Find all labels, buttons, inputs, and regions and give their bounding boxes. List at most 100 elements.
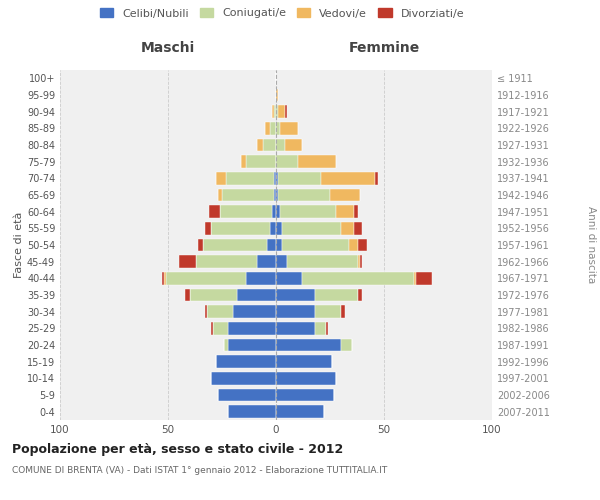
- Text: COMUNE DI BRENTA (VA) - Dati ISTAT 1° gennaio 2012 - Elaborazione TUTTITALIA.IT: COMUNE DI BRENTA (VA) - Dati ISTAT 1° ge…: [12, 466, 387, 475]
- Bar: [265, 122, 269, 134]
- Bar: [302, 272, 414, 284]
- Bar: [198, 239, 203, 251]
- Bar: [276, 222, 283, 234]
- Bar: [233, 306, 276, 318]
- Bar: [280, 206, 337, 218]
- Bar: [205, 222, 211, 234]
- Bar: [276, 389, 334, 401]
- Bar: [274, 172, 276, 184]
- Bar: [263, 138, 276, 151]
- Bar: [224, 339, 229, 351]
- Bar: [278, 106, 284, 118]
- Bar: [220, 206, 272, 218]
- Bar: [269, 222, 276, 234]
- Bar: [276, 172, 278, 184]
- Bar: [211, 372, 276, 384]
- Bar: [237, 289, 276, 301]
- Bar: [354, 206, 358, 218]
- Bar: [276, 356, 332, 368]
- Bar: [207, 306, 233, 318]
- Bar: [222, 188, 274, 201]
- Bar: [360, 256, 362, 268]
- Bar: [215, 356, 276, 368]
- Bar: [229, 406, 276, 418]
- Bar: [326, 322, 328, 334]
- Bar: [315, 322, 326, 334]
- Bar: [209, 206, 220, 218]
- Bar: [268, 239, 276, 251]
- Bar: [283, 239, 349, 251]
- Bar: [341, 306, 345, 318]
- Bar: [358, 289, 362, 301]
- Bar: [274, 106, 276, 118]
- Bar: [315, 289, 358, 301]
- Bar: [257, 138, 263, 151]
- Bar: [354, 222, 362, 234]
- Bar: [376, 172, 377, 184]
- Bar: [218, 389, 276, 401]
- Bar: [341, 339, 352, 351]
- Bar: [278, 172, 322, 184]
- Bar: [272, 206, 276, 218]
- Bar: [276, 372, 337, 384]
- Bar: [272, 106, 274, 118]
- Bar: [276, 339, 341, 351]
- Bar: [276, 206, 280, 218]
- Bar: [246, 156, 276, 168]
- Bar: [416, 272, 431, 284]
- Text: Popolazione per età, sesso e stato civile - 2012: Popolazione per età, sesso e stato civil…: [12, 442, 343, 456]
- Text: Femmine: Femmine: [349, 41, 419, 55]
- Bar: [337, 206, 354, 218]
- Bar: [349, 239, 358, 251]
- Bar: [218, 188, 222, 201]
- Bar: [257, 256, 276, 268]
- Bar: [211, 322, 214, 334]
- Bar: [246, 272, 276, 284]
- Bar: [214, 322, 229, 334]
- Bar: [280, 122, 298, 134]
- Legend: Celibi/Nubili, Coniugati/e, Vedovi/e, Divorziati/e: Celibi/Nubili, Coniugati/e, Vedovi/e, Di…: [100, 8, 464, 18]
- Bar: [276, 106, 278, 118]
- Bar: [241, 156, 246, 168]
- Bar: [276, 322, 315, 334]
- Bar: [229, 339, 276, 351]
- Bar: [190, 289, 237, 301]
- Bar: [276, 122, 280, 134]
- Bar: [166, 272, 246, 284]
- Bar: [276, 289, 315, 301]
- Bar: [341, 222, 354, 234]
- Bar: [315, 306, 341, 318]
- Bar: [358, 239, 367, 251]
- Bar: [226, 172, 274, 184]
- Bar: [330, 188, 360, 201]
- Bar: [298, 156, 337, 168]
- Bar: [211, 222, 269, 234]
- Bar: [276, 306, 315, 318]
- Bar: [276, 188, 278, 201]
- Bar: [276, 156, 298, 168]
- Text: Maschi: Maschi: [141, 41, 195, 55]
- Bar: [276, 256, 287, 268]
- Bar: [284, 138, 302, 151]
- Text: Anni di nascita: Anni di nascita: [586, 206, 596, 284]
- Bar: [284, 106, 287, 118]
- Bar: [185, 289, 190, 301]
- Bar: [322, 172, 376, 184]
- Bar: [283, 222, 341, 234]
- Bar: [196, 256, 257, 268]
- Bar: [179, 256, 196, 268]
- Bar: [274, 188, 276, 201]
- Bar: [358, 256, 360, 268]
- Bar: [205, 306, 207, 318]
- Bar: [164, 272, 166, 284]
- Bar: [229, 322, 276, 334]
- Bar: [276, 406, 323, 418]
- Bar: [276, 272, 302, 284]
- Bar: [414, 272, 416, 284]
- Bar: [269, 122, 276, 134]
- Bar: [276, 89, 278, 101]
- Bar: [287, 256, 358, 268]
- Bar: [276, 138, 284, 151]
- Y-axis label: Fasce di età: Fasce di età: [14, 212, 24, 278]
- Bar: [278, 188, 330, 201]
